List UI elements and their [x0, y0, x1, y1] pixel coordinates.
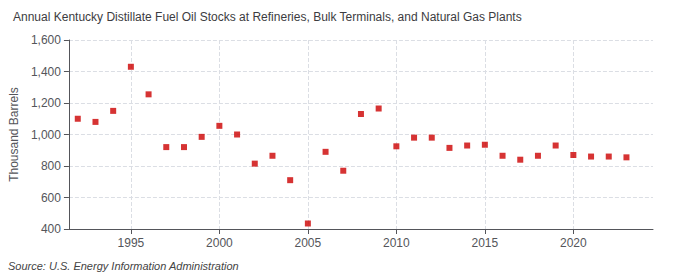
svg-text:2000: 2000 [206, 236, 233, 250]
svg-text:800: 800 [41, 159, 61, 173]
svg-text:600: 600 [41, 191, 61, 205]
svg-text:1,400: 1,400 [31, 65, 61, 79]
svg-text:Source: U.S. Energy Informatio: Source: U.S. Energy Information Administ… [8, 260, 239, 272]
svg-text:2005: 2005 [295, 236, 322, 250]
svg-text:Annual Kentucky Distillate Fue: Annual Kentucky Distillate Fuel Oil Stoc… [13, 10, 522, 24]
svg-text:1,000: 1,000 [31, 128, 61, 142]
svg-text:1,200: 1,200 [31, 96, 61, 110]
svg-text:1995: 1995 [118, 236, 145, 250]
svg-text:2010: 2010 [383, 236, 410, 250]
svg-text:2015: 2015 [472, 236, 499, 250]
svg-text:2020: 2020 [560, 236, 587, 250]
svg-text:1,600: 1,600 [31, 33, 61, 47]
svg-text:Thousand Barrels: Thousand Barrels [7, 87, 21, 182]
svg-text:400: 400 [41, 222, 61, 236]
